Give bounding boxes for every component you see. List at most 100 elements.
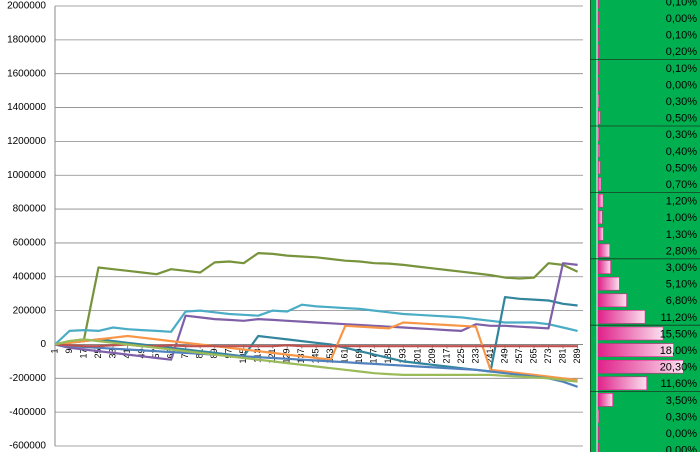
percent-label: 0,10%	[666, 0, 697, 8]
percent-label: 3,50%	[666, 395, 697, 407]
data-bar	[597, 227, 604, 241]
y-tick-label: 200000	[13, 305, 47, 316]
x-tick-label: 145	[311, 348, 321, 363]
data-bar	[597, 210, 603, 225]
percent-label: 0,10%	[666, 63, 697, 75]
data-bar	[597, 276, 620, 291]
x-tick-label: 161	[340, 348, 350, 363]
x-tick-label: 113	[253, 348, 263, 362]
percent-label: 0,30%	[666, 96, 697, 108]
data-bar	[597, 11, 599, 25]
percent-label: 0,30%	[666, 129, 697, 141]
data-bar	[597, 293, 627, 308]
percent-label: 6,80%	[666, 295, 697, 307]
x-tick-label: 217	[441, 348, 451, 363]
percent-label: 0,10%	[666, 30, 697, 42]
x-tick-label: 9	[64, 348, 74, 353]
x-tick-label: 265	[528, 348, 538, 363]
y-tick-label: -400000	[9, 407, 46, 418]
x-tick-label: 57	[151, 348, 161, 358]
series-line	[54, 343, 578, 388]
x-tick-label: 177	[369, 348, 379, 363]
percent-label: 0,40%	[666, 146, 697, 158]
percent-label: 0,00%	[666, 445, 697, 452]
percent-label: 15,50%	[660, 328, 698, 340]
x-tick-label: 49	[136, 348, 146, 358]
percent-label: 1,30%	[666, 229, 697, 241]
percent-label: 0,00%	[666, 79, 697, 91]
x-tick-label: 257	[514, 348, 524, 363]
data-bar	[597, 94, 600, 108]
y-tick-label: 1200000	[7, 136, 46, 147]
percent-label: 0,50%	[666, 162, 697, 174]
data-bar	[597, 426, 599, 440]
data-bar	[597, 310, 646, 324]
y-tick-label: -200000	[9, 373, 46, 384]
data-bar	[597, 127, 600, 142]
x-tick-label: 273	[543, 348, 553, 363]
data-bar	[597, 77, 599, 92]
y-tick-label: 400000	[13, 271, 47, 282]
percent-label: 0,00%	[666, 428, 697, 440]
x-tick-label: 185	[383, 348, 393, 363]
y-tick-label: 1600000	[7, 68, 46, 79]
x-tick-label: 201	[412, 348, 422, 363]
percent-label: 3,00%	[666, 262, 697, 274]
x-tick-label: 1	[49, 348, 59, 353]
series-line	[54, 338, 578, 383]
data-bar	[597, 61, 599, 75]
percent-label: 0,20%	[666, 46, 697, 58]
x-tick-label: 129	[282, 348, 292, 363]
data-bar	[597, 160, 601, 175]
y-tick-label: 0	[40, 339, 46, 350]
x-tick-label: 153	[325, 348, 335, 363]
percent-label: 0,00%	[666, 13, 697, 25]
x-tick-label: 289	[572, 348, 582, 363]
x-tick-label: 241	[485, 348, 495, 363]
y-tick-label: -600000	[9, 441, 46, 452]
data-bar	[597, 343, 674, 357]
y-tick-label: 1400000	[7, 102, 46, 113]
series-line	[54, 321, 578, 382]
x-tick-label: 249	[499, 348, 509, 363]
percent-label: 20,30%	[660, 362, 698, 374]
percent-label: 0,50%	[666, 113, 697, 125]
percent-label: 1,00%	[666, 212, 697, 224]
y-tick-label: 800000	[13, 204, 47, 215]
data-bar	[597, 442, 599, 452]
data-bar	[597, 144, 600, 158]
percent-label: 18,00%	[660, 345, 698, 357]
series-line	[54, 262, 578, 361]
percent-label: 11,60%	[661, 378, 698, 390]
x-tick-label: 65	[165, 348, 175, 358]
y-tick-label: 2000000	[7, 1, 46, 12]
data-bar	[597, 376, 648, 391]
y-tick-label: 1800000	[7, 34, 46, 45]
data-bar	[597, 27, 599, 42]
data-bar	[597, 243, 611, 258]
data-bar	[597, 359, 684, 374]
percent-label: 2,80%	[666, 245, 697, 257]
x-tick-label: 209	[427, 348, 437, 363]
data-bar	[597, 326, 664, 341]
data-bar	[597, 0, 599, 9]
x-tick-label: 25	[93, 348, 103, 358]
percent-label: 1,20%	[666, 196, 697, 208]
x-tick-label: 193	[398, 348, 408, 363]
data-bar	[597, 393, 613, 407]
y-tick-label: 600000	[13, 238, 47, 249]
data-bar	[597, 110, 601, 125]
data-bar	[597, 193, 604, 208]
series-line	[54, 303, 578, 346]
x-tick-label: 121	[267, 348, 277, 363]
x-tick-label: 169	[354, 348, 364, 363]
percent-label: 0,70%	[666, 179, 697, 191]
data-bar	[597, 177, 602, 191]
data-bar	[597, 260, 611, 274]
data-bar	[597, 44, 600, 59]
x-tick-label: 225	[456, 348, 466, 363]
x-tick-label: 233	[470, 348, 480, 363]
series-line	[54, 252, 579, 346]
percent-label: 5,10%	[666, 279, 697, 291]
